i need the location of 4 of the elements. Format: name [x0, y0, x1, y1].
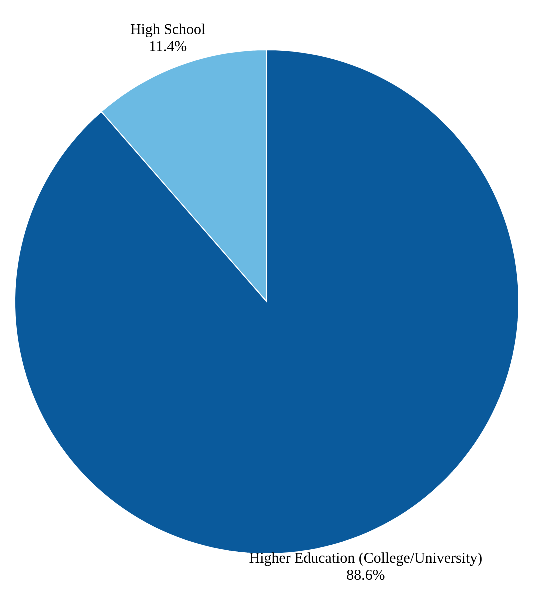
slice-label: Higher Education (College/University) — [250, 552, 482, 566]
data-label: 88.6% — [347, 570, 385, 580]
data-label: 11.4% — [150, 41, 187, 52]
slice-label: High School — [130, 24, 206, 38]
